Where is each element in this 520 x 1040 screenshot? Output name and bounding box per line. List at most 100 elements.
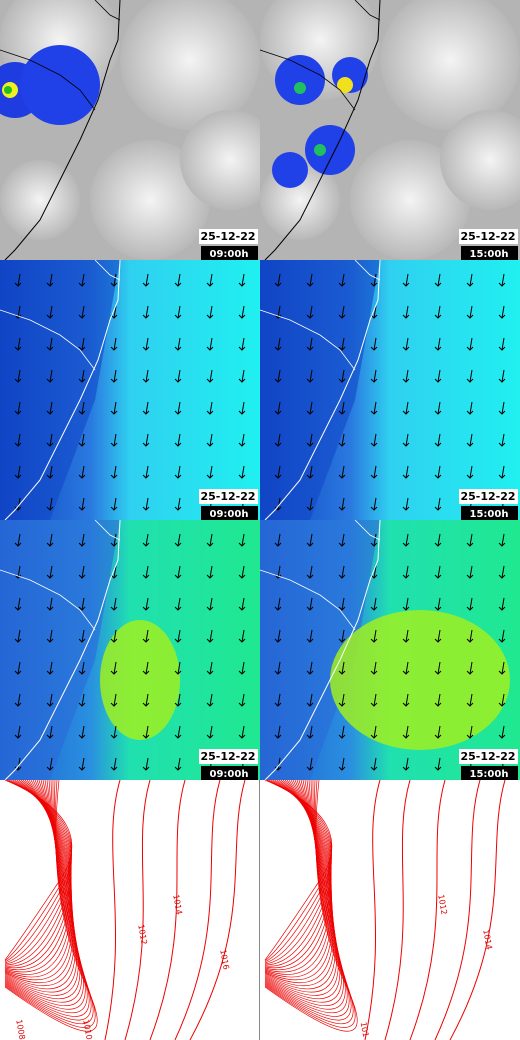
precip-area <box>337 77 353 93</box>
wind-arrow-head <box>274 506 282 511</box>
wind-arrow-head <box>402 346 410 351</box>
wind-arrow-head <box>174 378 182 383</box>
dense-contour <box>264 779 358 1032</box>
wind-arrow <box>49 433 53 447</box>
wind-arrow-head <box>142 314 150 319</box>
wind-arrow <box>277 465 281 479</box>
wind-arrow-head <box>498 282 506 287</box>
date-label: 25-12-22 <box>200 230 255 243</box>
wind-arrow-head <box>306 442 314 447</box>
wind-arrow-head <box>174 638 182 643</box>
wind-arrow-head <box>14 346 22 351</box>
wind-arrow-head <box>78 734 86 739</box>
wind-arrow-head <box>238 702 246 707</box>
low-area <box>260 260 380 520</box>
wind-arrow <box>81 369 85 383</box>
wind-arrow <box>341 597 345 611</box>
contour-label: 1016 <box>218 949 230 971</box>
time-label: 15:00h <box>470 769 509 780</box>
isobar <box>104 779 121 1040</box>
wind-arrow <box>437 693 441 707</box>
wind-arrow <box>437 757 441 771</box>
wind-arrow-head <box>110 638 118 643</box>
wind-arrow <box>373 401 377 415</box>
border <box>259 519 381 631</box>
wind-arrow <box>145 401 149 415</box>
wind-arrow-head <box>206 410 214 415</box>
wind-arrow-head <box>466 378 474 383</box>
coastline <box>264 0 381 261</box>
wind-arrow <box>277 369 281 383</box>
wind-arrow-head <box>78 410 86 415</box>
wind-arrow <box>17 533 21 547</box>
wind-arrow <box>177 465 181 479</box>
coastline <box>264 519 381 781</box>
wind-arrow <box>177 565 181 579</box>
wind-arrow-head <box>370 670 378 675</box>
wind-arrow-head <box>238 734 246 739</box>
wind-arrow-head <box>238 474 246 479</box>
wind-arrow-head <box>402 766 410 771</box>
wind-arrow <box>437 597 441 611</box>
wind-arrow-head <box>110 410 118 415</box>
wind-arrow <box>341 369 345 383</box>
map-panel: 25-12-22 15:00h <box>259 0 520 261</box>
wind-arrow-head <box>142 378 150 383</box>
coastline <box>4 259 121 521</box>
wind-arrow-head <box>174 314 182 319</box>
wind-arrow <box>341 757 345 771</box>
date-box <box>459 489 518 504</box>
wind-arrow-head <box>370 734 378 739</box>
wind-arrow-head <box>206 474 214 479</box>
wind-arrow-head <box>402 410 410 415</box>
wind-arrow <box>81 757 85 771</box>
wind-arrow <box>241 725 245 739</box>
wind-arrow <box>49 629 53 643</box>
wind-arrow-head <box>434 442 442 447</box>
wind-arrow <box>437 629 441 643</box>
wind-arrow-head <box>338 346 346 351</box>
wind-arrow <box>437 433 441 447</box>
wind-arrow-head <box>14 542 22 547</box>
wind-arrow-head <box>370 442 378 447</box>
wind-arrow <box>17 465 21 479</box>
wind-arrow <box>277 433 281 447</box>
wind-arrow <box>49 661 53 675</box>
isobar <box>409 779 446 1040</box>
wind-arrow <box>277 629 281 643</box>
time-label: 15:00h <box>470 249 509 260</box>
wind-arrow-head <box>174 474 182 479</box>
wind-arrow-head <box>466 542 474 547</box>
wind-arrow <box>113 465 117 479</box>
wind-arrow <box>309 565 313 579</box>
wind-arrow-head <box>434 542 442 547</box>
low-area <box>260 520 380 780</box>
wind-arrow <box>177 661 181 675</box>
wind-arrow <box>469 597 473 611</box>
wind-arrow <box>341 337 345 351</box>
wind-arrow-head <box>306 378 314 383</box>
wind-arrow <box>501 401 505 415</box>
wind-arrow-head <box>306 282 314 287</box>
wind-arrow-head <box>338 442 346 447</box>
wind-arrow-head <box>142 606 150 611</box>
wind-arrow-head <box>142 574 150 579</box>
border <box>259 259 381 371</box>
wind-arrow <box>405 629 409 643</box>
wind-arrow <box>405 497 409 511</box>
wind-arrow-head <box>142 506 150 511</box>
wind-arrow-head <box>434 766 442 771</box>
pressure-background <box>0 780 260 1040</box>
wind-arrow-head <box>238 346 246 351</box>
wind-arrow-head <box>466 606 474 611</box>
wind-arrow-head <box>402 574 410 579</box>
wind-arrow-head <box>14 378 22 383</box>
wind-arrow <box>177 725 181 739</box>
wind-arrow-head <box>206 670 214 675</box>
wind-arrow-head <box>14 670 22 675</box>
wind-arrow-head <box>206 314 214 319</box>
wind-arrow-head <box>306 670 314 675</box>
wind-arrow-head <box>498 314 506 319</box>
wind-arrow-head <box>338 542 346 547</box>
